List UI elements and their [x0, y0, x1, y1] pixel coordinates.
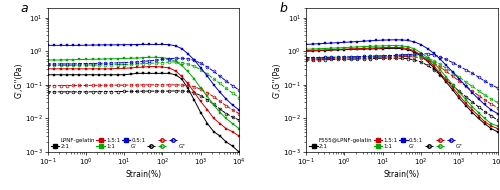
Y-axis label: G',G''(Pa): G',G''(Pa) [273, 62, 282, 97]
X-axis label: Strain(%): Strain(%) [384, 169, 420, 179]
Y-axis label: G',G''(Pa): G',G''(Pa) [14, 62, 24, 97]
Text: b: b [279, 2, 287, 15]
Legend: LPNF-gelatin, 2:1, 1.5:1, 1:1, 0.5:1, G', , , , , , G": LPNF-gelatin, 2:1, 1.5:1, 1:1, 0.5:1, G'… [50, 137, 186, 149]
Legend: F555@LPNF-gelatin, 2:1, 1.5:1, 1:1, 0.5:1, G', , , , , , G": F555@LPNF-gelatin, 2:1, 1.5:1, 1:1, 0.5:… [309, 137, 464, 149]
Text: a: a [20, 2, 28, 15]
X-axis label: Strain(%): Strain(%) [125, 169, 162, 179]
